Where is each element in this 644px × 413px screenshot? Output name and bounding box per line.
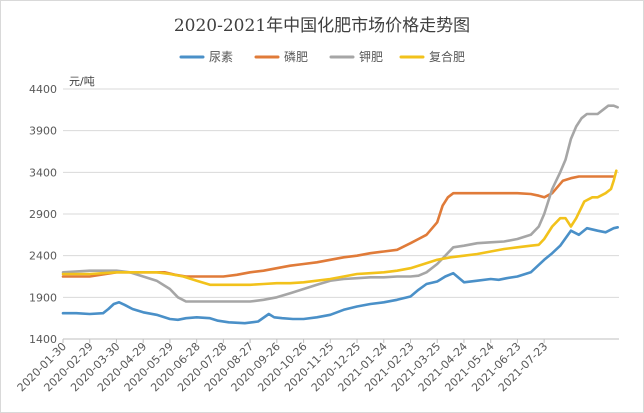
y-tick-label: 1400	[29, 333, 57, 346]
y-axis-ticks: 1400 1900 2400 2900 3400 3900 4400	[29, 83, 57, 346]
series-line-复合肥	[61, 169, 618, 287]
y-tick-label: 3900	[29, 125, 57, 138]
legend-label: 尿素	[209, 50, 233, 64]
series-line-尿素	[61, 226, 620, 325]
y-tick-label: 3400	[29, 166, 57, 179]
gridlines	[63, 88, 619, 340]
y-tick-label: 1900	[29, 291, 57, 304]
series-line-钾肥	[61, 104, 620, 303]
chart-title: 2020-2021年中国化肥市场价格走势图	[174, 16, 470, 36]
series-line-磷肥	[61, 175, 616, 278]
series-lines	[61, 104, 620, 325]
x-axis-ticks: 2020-01-302020-02-292020-03-302020-04-29…	[15, 339, 550, 394]
y-tick-label: 2400	[29, 250, 57, 263]
legend-label: 磷肥	[284, 49, 308, 64]
y-tick-label: 2900	[29, 208, 57, 221]
legend: 尿素 磷肥 钾肥 复合肥	[179, 49, 465, 64]
y-tick-label: 4400	[29, 83, 57, 96]
legend-label: 钾肥	[359, 50, 383, 64]
y-axis-unit-label: 元/吨	[69, 75, 95, 88]
legend-label: 复合肥	[429, 49, 465, 64]
